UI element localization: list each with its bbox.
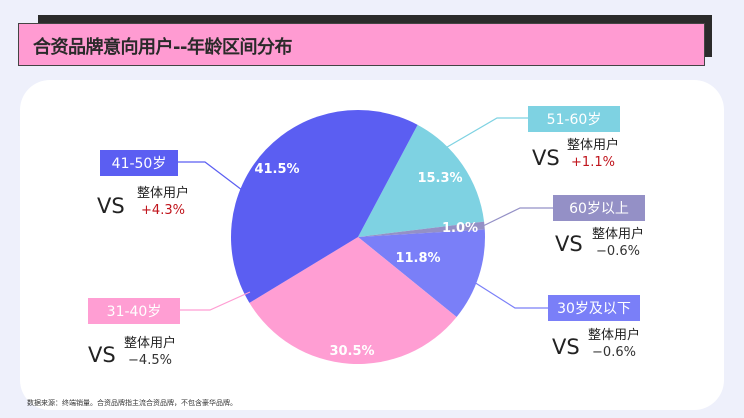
pie-slice xyxy=(358,221,485,237)
delta-value: +4.3% xyxy=(141,203,185,218)
leader-line xyxy=(180,291,251,311)
data-label: 15.3% xyxy=(417,171,462,186)
footnote: 数据来源：终端销量。合资品牌指主流合资品牌，不包含豪华品牌。 xyxy=(27,399,237,407)
category-label: 51-60岁 xyxy=(547,112,602,128)
pie-slice xyxy=(231,110,418,303)
leader-line xyxy=(473,281,548,309)
category-label: 60岁以上 xyxy=(569,201,629,217)
leader-line xyxy=(441,117,528,151)
data-label: 11.8% xyxy=(395,251,440,266)
category-label-box xyxy=(548,295,640,321)
data-label: 1.0% xyxy=(442,221,478,236)
category-label: 31-40岁 xyxy=(107,304,162,320)
page-title: 合资品牌意向用户--年龄区间分布 xyxy=(33,37,292,58)
data-label: 30.5% xyxy=(329,344,374,359)
category-label-box xyxy=(553,195,645,221)
compare-label: 整体用户 xyxy=(124,335,176,351)
category-label-box xyxy=(88,298,180,324)
leader-line xyxy=(482,207,553,227)
delta-value: +1.1% xyxy=(571,155,615,170)
vs-label: VS xyxy=(97,194,125,218)
title-bar: 合资品牌意向用户--年龄区间分布 xyxy=(18,23,705,66)
category-label-box xyxy=(100,150,178,176)
compare-label: 整体用户 xyxy=(137,185,189,201)
pie-slice xyxy=(358,229,485,318)
compare-label: 整体用户 xyxy=(592,226,644,242)
compare-label: 整体用户 xyxy=(588,327,640,343)
delta-value: −0.6% xyxy=(592,345,636,360)
delta-value: −0.6% xyxy=(596,244,640,259)
category-label: 41-50岁 xyxy=(112,156,167,172)
category-label: 30岁及以下 xyxy=(557,301,631,317)
vs-label: VS xyxy=(555,232,583,256)
pie-slice xyxy=(249,237,457,364)
vs-label: VS xyxy=(532,146,560,170)
vs-label: VS xyxy=(88,343,116,367)
pie-slice xyxy=(358,124,485,237)
delta-value: −4.5% xyxy=(128,353,172,368)
compare-label: 整体用户 xyxy=(567,137,619,153)
category-label-box xyxy=(528,106,620,132)
leader-line xyxy=(178,161,243,191)
vs-label: VS xyxy=(552,335,580,359)
data-label: 41.5% xyxy=(254,162,299,177)
